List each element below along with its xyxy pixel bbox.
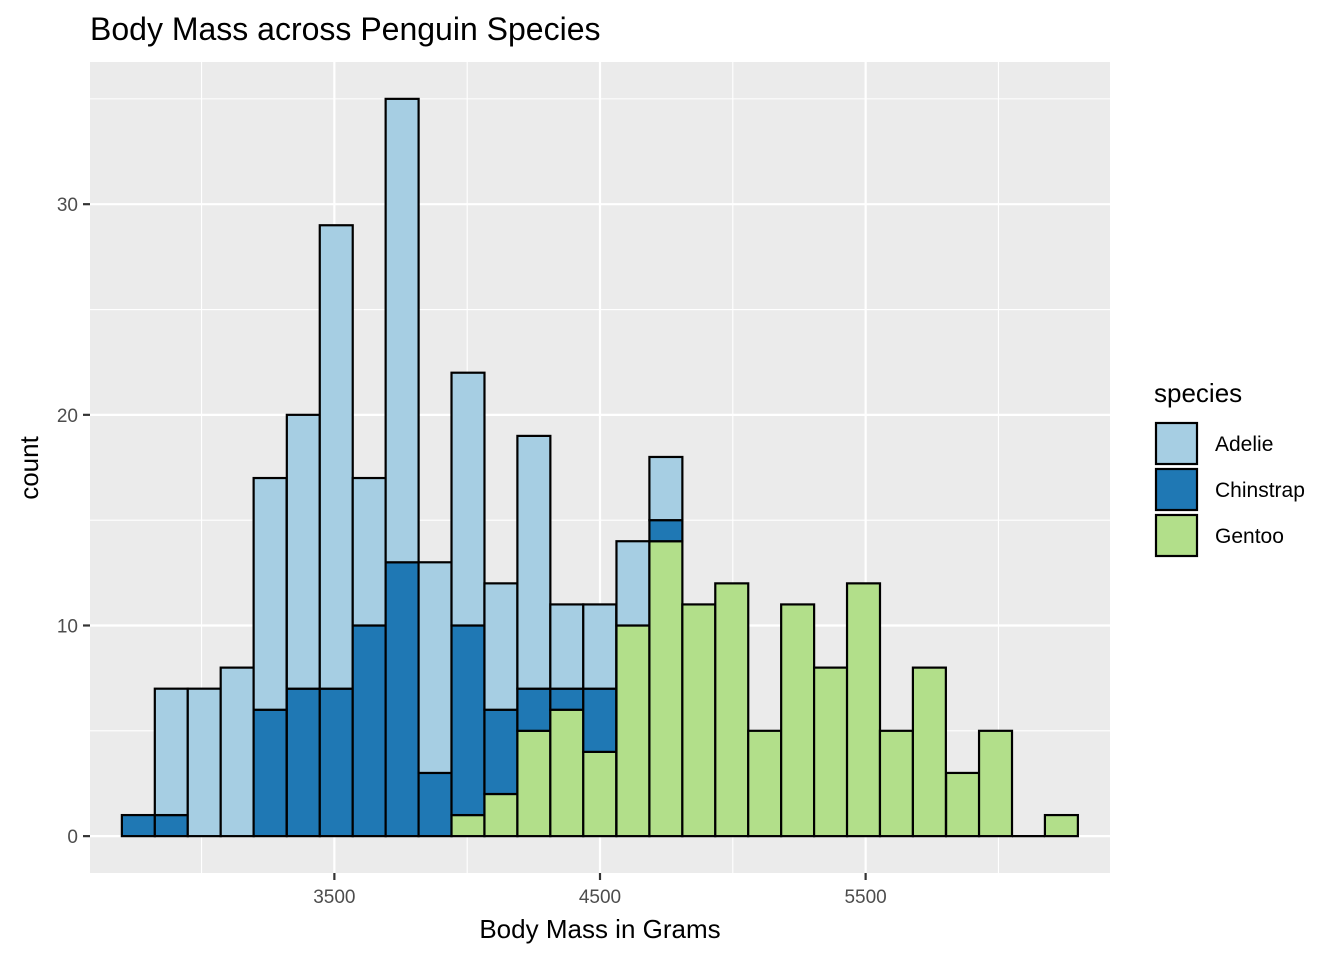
legend-label-gentoo: Gentoo [1215,525,1284,548]
bar-gentoo [648,540,684,838]
bar-gentoo [516,729,552,838]
bar-adelie [384,97,420,564]
bar-adelie [648,455,684,522]
x-tick-label: 5500 [844,887,886,908]
legend-label-chinstrap: Chinstrap [1215,479,1305,502]
bar-adelie [318,224,354,690]
bar-gentoo [450,813,486,838]
bar-chinstrap [483,708,519,796]
bar-chinstrap [549,687,585,711]
bar-adelie [285,413,321,690]
bar-gentoo [1043,813,1079,838]
chart-title: Body Mass across Penguin Species [90,11,600,47]
bar-gentoo [483,792,519,838]
bar-adelie [252,476,288,711]
bar-adelie [219,666,255,838]
bar-adelie [186,687,222,838]
bar-adelie [483,582,519,711]
legend-label-adelie: Adelie [1215,433,1273,456]
bar-chinstrap [450,624,486,817]
y-tick-label: 20 [57,406,78,427]
bar-gentoo [845,582,882,838]
y-axis-title: count [14,435,44,499]
bar-chinstrap [153,813,189,838]
bar-gentoo [878,729,915,838]
bar-adelie [549,603,585,690]
bar-chinstrap [384,561,420,838]
x-axis-title: Body Mass in Grams [479,914,720,944]
x-tick-label: 3500 [313,887,355,908]
bar-gentoo [582,750,618,838]
x-axis: 3500 4500 5500 [313,873,887,908]
bar-gentoo [681,603,717,838]
bar-chinstrap [351,624,387,838]
legend-title: species [1154,378,1242,408]
bar-adelie [615,540,651,627]
bar-gentoo [977,729,1014,838]
bar-chinstrap [417,771,453,838]
bar-gentoo [747,729,783,838]
legend: species Adelie Chinstrap Gentoo [1154,378,1305,558]
legend-swatch-chinstrap [1154,467,1199,512]
bar-gentoo [615,624,651,838]
bar-adelie [417,561,453,775]
bar-chinstrap [252,708,288,838]
bar-chinstrap [285,687,321,838]
bar-adelie [582,603,618,690]
bar-gentoo [945,771,981,838]
bar-gentoo [549,708,585,838]
bar-chinstrap [582,687,618,753]
y-tick-label: 30 [57,195,78,216]
bar-chinstrap [120,813,156,838]
y-tick-label: 0 [67,827,78,848]
bar-gentoo [911,666,947,838]
y-tick-label: 10 [57,616,78,637]
bar-gentoo [812,666,849,838]
legend-swatch-gentoo [1154,513,1199,558]
bar-gentoo [714,582,750,838]
bar-adelie [351,476,387,627]
bar-adelie [516,434,552,690]
bars [120,97,1079,838]
bar-gentoo [780,603,816,838]
bar-chinstrap [516,687,552,732]
bar-adelie [450,371,486,627]
bar-chinstrap [318,687,354,838]
y-axis: 0 10 20 30 [57,195,90,848]
bar-adelie [153,687,189,817]
bar-chinstrap [648,519,684,543]
legend-swatch-adelie [1154,421,1199,466]
x-tick-label: 4500 [579,887,621,908]
